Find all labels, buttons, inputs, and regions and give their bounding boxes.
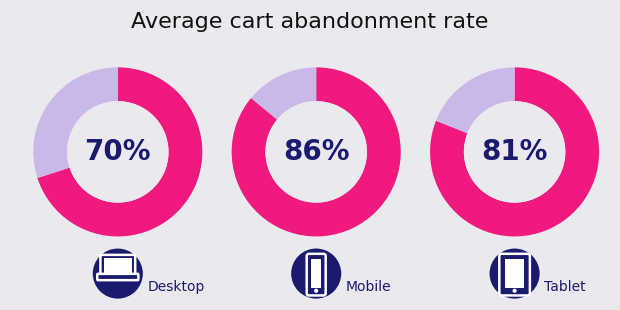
Text: Tablet: Tablet bbox=[544, 280, 586, 294]
Text: Mobile: Mobile bbox=[346, 280, 392, 294]
Text: Average cart abandonment rate: Average cart abandonment rate bbox=[131, 12, 489, 33]
Wedge shape bbox=[430, 67, 599, 237]
Circle shape bbox=[490, 249, 539, 299]
Wedge shape bbox=[251, 67, 316, 120]
FancyBboxPatch shape bbox=[100, 255, 135, 276]
Text: Desktop: Desktop bbox=[148, 280, 205, 294]
Text: 81%: 81% bbox=[481, 138, 548, 166]
Polygon shape bbox=[505, 259, 524, 288]
Polygon shape bbox=[104, 258, 131, 272]
Wedge shape bbox=[37, 67, 202, 237]
Wedge shape bbox=[232, 67, 401, 237]
FancyBboxPatch shape bbox=[499, 254, 530, 295]
Wedge shape bbox=[33, 67, 118, 178]
Circle shape bbox=[265, 101, 367, 203]
Circle shape bbox=[513, 289, 516, 293]
Circle shape bbox=[464, 101, 565, 203]
Circle shape bbox=[67, 101, 169, 203]
Polygon shape bbox=[311, 259, 321, 288]
Text: 70%: 70% bbox=[84, 138, 151, 166]
Circle shape bbox=[291, 249, 341, 299]
FancyBboxPatch shape bbox=[97, 274, 138, 280]
Circle shape bbox=[93, 249, 143, 299]
Wedge shape bbox=[436, 67, 515, 133]
Circle shape bbox=[314, 289, 318, 293]
FancyBboxPatch shape bbox=[307, 254, 326, 295]
Text: 86%: 86% bbox=[283, 138, 350, 166]
